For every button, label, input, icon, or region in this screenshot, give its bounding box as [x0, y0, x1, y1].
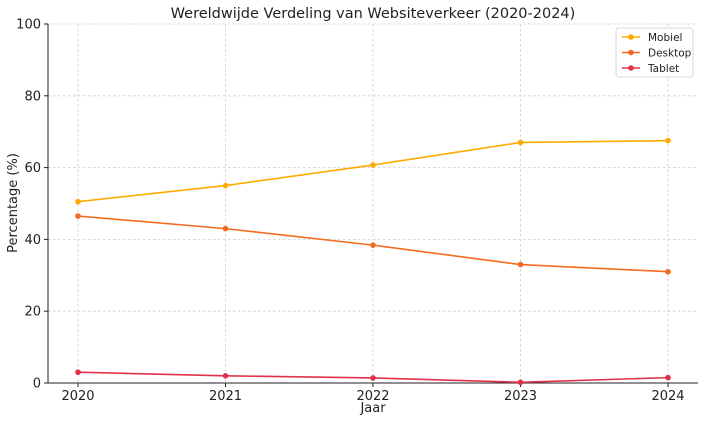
data-point-mobiel	[665, 137, 671, 144]
series	[75, 137, 671, 386]
data-point-desktop	[222, 225, 229, 232]
legend: Mobiel Desktop Tablet	[615, 27, 694, 78]
legend-label: Tablet	[647, 63, 679, 75]
data-point-mobiel	[75, 198, 81, 205]
series-tablet	[75, 369, 671, 386]
data-point-desktop	[75, 213, 81, 219]
ticks: 0 20 40 60 80 100 2020 2021 2022 2023 2024	[16, 18, 684, 405]
y-tick-label: 40	[24, 233, 41, 248]
legend-label: Desktop	[648, 47, 692, 59]
data-point-tablet	[517, 379, 524, 386]
legend-label: Mobiel	[648, 32, 682, 44]
data-point-tablet	[75, 369, 81, 376]
legend-item-tablet: Tablet	[622, 63, 679, 75]
x-axis-title: Jaar	[359, 401, 386, 416]
data-point-desktop	[517, 261, 524, 268]
y-tick-label: 20	[24, 305, 41, 320]
legend-swatch-marker	[628, 34, 634, 40]
data-point-mobiel	[517, 139, 524, 146]
y-axis-title: Percentage (%)	[6, 153, 21, 253]
x-tick-label: 2023	[504, 389, 537, 404]
grid	[48, 23, 698, 384]
series-mobiel	[75, 137, 671, 205]
data-point-desktop	[665, 268, 671, 275]
legend-box	[615, 27, 694, 78]
y-tick-label: 0	[33, 377, 41, 392]
y-tick-label: 100	[16, 18, 41, 33]
x-tick-label: 2024	[651, 389, 684, 404]
data-point-tablet	[222, 373, 229, 379]
chart-title: Wereldwijde Verdeling van Websiteverkeer…	[171, 6, 576, 22]
data-point-mobiel	[222, 182, 229, 189]
x-tick-label: 2021	[209, 389, 242, 404]
legend-item-mobiel: Mobiel	[622, 32, 682, 44]
x-tick-label: 2022	[356, 389, 389, 404]
data-point-tablet	[665, 374, 671, 381]
x-tick-label: 2020	[61, 389, 94, 404]
data-point-tablet	[370, 375, 376, 381]
legend-item-desktop: Desktop	[622, 47, 692, 59]
legend-swatch-marker	[628, 49, 634, 56]
y-tick-label: 60	[24, 161, 41, 176]
data-point-desktop	[370, 242, 376, 248]
data-point-mobiel	[370, 162, 376, 168]
y-tick-label: 80	[24, 89, 41, 104]
legend-swatch-marker	[628, 65, 634, 71]
series-desktop	[75, 213, 671, 275]
